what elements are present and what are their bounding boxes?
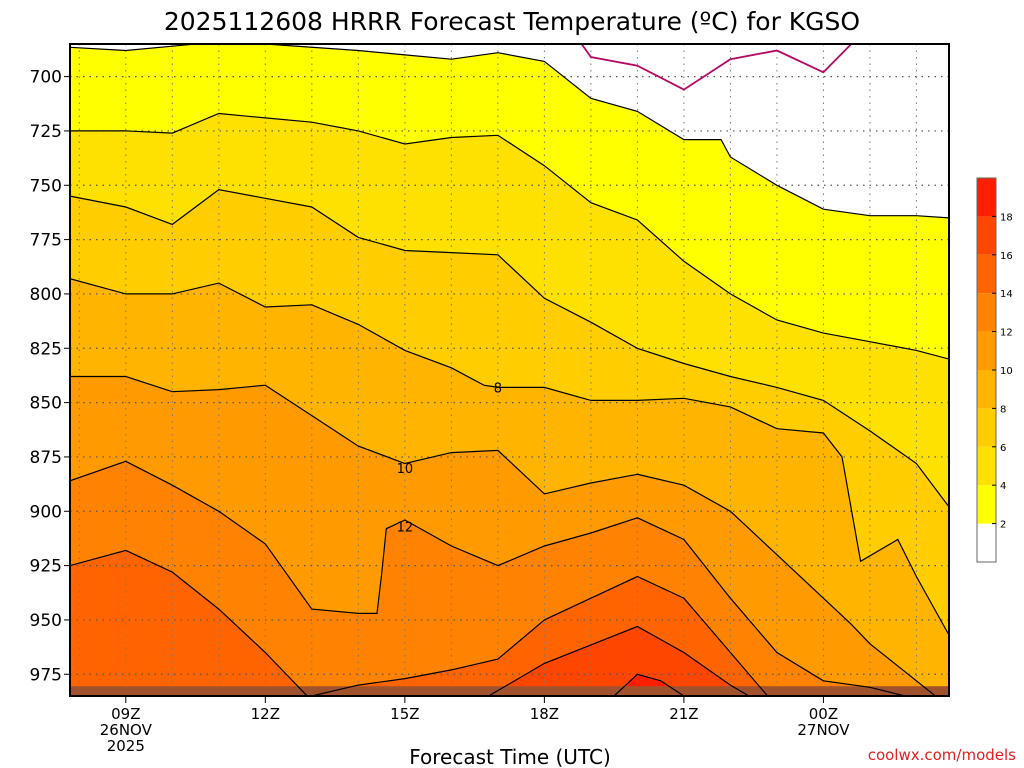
y-tick-label-875: 875 <box>30 448 62 468</box>
fill-below-0 <box>581 44 852 90</box>
colorbar-label-18: 18 <box>1000 212 1013 223</box>
colorbar-swatch-3 <box>977 408 996 447</box>
colorbar-swatch-9 <box>977 178 996 217</box>
colorbar-label-12: 12 <box>1000 328 1013 339</box>
fill-16-18 <box>488 626 749 696</box>
x-tick-label-9-0: 09Z <box>111 705 140 723</box>
colorbar-swatch-8 <box>977 216 996 255</box>
y-tick-label-950: 950 <box>30 611 62 631</box>
colorbar-swatch-5 <box>977 331 996 370</box>
contour-label-8: 8 <box>494 381 502 396</box>
isotherm-14-8 <box>311 575 769 696</box>
colorbar-swatch-0 <box>977 523 996 562</box>
colorbar-swatch-1 <box>977 485 996 524</box>
isotherm-0-freezing-0 <box>580 44 852 91</box>
y-tick-label-725: 725 <box>30 122 62 142</box>
y-tick-label-750: 750 <box>30 176 62 196</box>
colorbar-legend: 2 4 6 8 10 12 14 16 18 <box>976 177 1013 563</box>
y-tick-label-975: 975 <box>30 665 62 685</box>
isotherm-18-10 <box>613 673 685 696</box>
y-tick-label-825: 825 <box>30 339 62 359</box>
chart-title: 2025112608 HRRR Forecast Temperature (ºC… <box>164 7 860 36</box>
y-tick-label-800: 800 <box>30 285 62 305</box>
x-tick-label-15-0: 15Z <box>390 705 419 723</box>
colorbar-label-8: 8 <box>1000 404 1006 415</box>
y-axis: 700 725 750 775 800 825 850 875 900 925 950 975 <box>30 68 70 685</box>
x-tick-label-18-0: 18Z <box>530 705 559 723</box>
contour-label-10: 10 <box>397 462 414 477</box>
y-tick-label-700: 700 <box>30 68 62 88</box>
colorbar-label-14: 14 <box>1000 289 1013 300</box>
y-tick-label-900: 900 <box>30 502 62 522</box>
colorbar-label-4: 4 <box>1000 481 1006 492</box>
isotherm-10-5 <box>70 375 937 696</box>
y-tick-label-925: 925 <box>30 557 62 577</box>
contour-label-12: 12 <box>397 520 414 535</box>
isotherm-16-9 <box>488 625 750 696</box>
isotherm-6-3 <box>70 188 949 508</box>
x-tick-label-12-0: 12Z <box>251 705 280 723</box>
colorbar-label-16: 16 <box>1000 251 1013 262</box>
colorbar-label-6: 6 <box>1000 443 1006 454</box>
colorbar-swatch-6 <box>977 293 996 332</box>
x-axis-label: Forecast Time (UTC) <box>409 745 611 768</box>
isotherm-4-2 <box>70 112 949 360</box>
isotherm-8-4 <box>70 278 949 636</box>
isotherm-12-6 <box>70 460 908 696</box>
x-tick-label-9-2: 2025 <box>107 737 145 755</box>
colorbar-swatch-4 <box>977 370 996 409</box>
credit-text: coolwx.com/models <box>868 746 1016 764</box>
y-tick-label-850: 850 <box>30 394 62 414</box>
isotherm-2-1 <box>70 44 949 219</box>
colorbar-swatch-2 <box>977 446 996 486</box>
isotherm-14-7 <box>70 549 308 696</box>
y-tick-label-775: 775 <box>30 231 62 251</box>
x-tick-label-24-1: 27NOV <box>797 721 850 739</box>
plot-frame <box>69 43 950 697</box>
x-tick-label-21-0: 21Z <box>669 705 698 723</box>
fill-14-16-part1 <box>70 550 308 696</box>
ground-surface <box>70 686 949 696</box>
colorbar-label-2: 2 <box>1000 520 1006 531</box>
x-tick-label-9-1: 26NOV <box>100 721 153 739</box>
colorbar-label-10: 10 <box>1000 366 1013 377</box>
x-tick-label-24-0: 00Z <box>809 705 838 723</box>
plot-area: 8 10 12 <box>69 43 950 697</box>
colorbar-swatch-7 <box>977 254 996 294</box>
